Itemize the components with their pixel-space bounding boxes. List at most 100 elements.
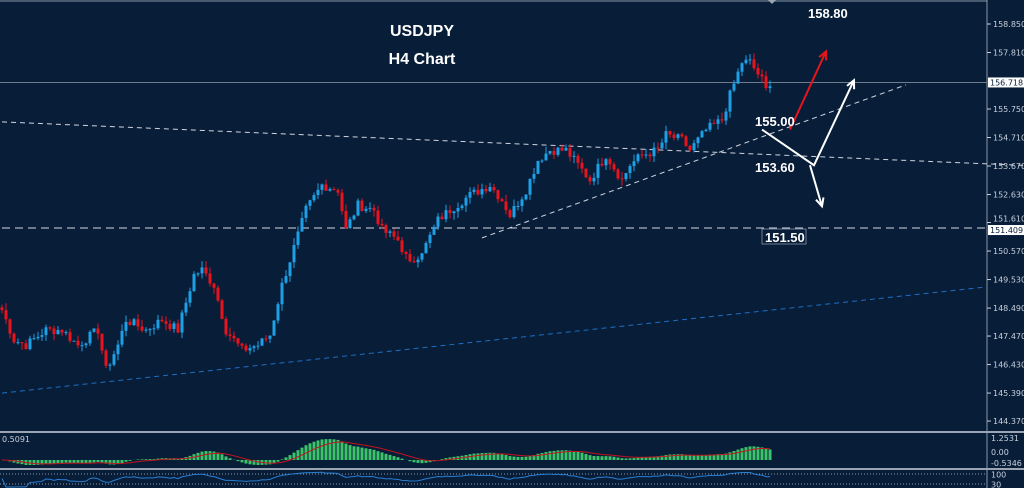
bear-candle bbox=[376, 210, 380, 224]
bull-candle bbox=[744, 59, 748, 64]
shift-marker-icon[interactable] bbox=[768, 0, 776, 4]
arrowhead-icon bbox=[846, 78, 856, 90]
bull-candle bbox=[520, 199, 524, 206]
bear-candle bbox=[760, 74, 764, 77]
bull-candle bbox=[472, 189, 476, 192]
bull-candle bbox=[768, 86, 772, 88]
bear-candle bbox=[656, 147, 660, 149]
bear-candle bbox=[680, 134, 684, 137]
bear-candle bbox=[576, 155, 580, 163]
bull-candle bbox=[556, 147, 560, 155]
bear-candle bbox=[20, 342, 24, 344]
bull-candle bbox=[148, 329, 152, 331]
bear-candle bbox=[216, 287, 220, 301]
bull-candle bbox=[172, 323, 176, 329]
bear-candle bbox=[612, 164, 616, 170]
level-label-155-00: 155.00 bbox=[755, 114, 795, 129]
bear-candle bbox=[4, 310, 8, 320]
bull-candle bbox=[436, 216, 440, 227]
bear-candle bbox=[52, 328, 56, 335]
bull-candle bbox=[356, 200, 360, 216]
y-tick-label: 150.570 bbox=[993, 247, 1024, 256]
bull-candle bbox=[272, 320, 276, 336]
bear-candle bbox=[264, 338, 268, 340]
bear-candle bbox=[560, 147, 564, 151]
bear-candle bbox=[212, 283, 216, 288]
bear-candle bbox=[176, 323, 180, 333]
bull-candle bbox=[544, 153, 548, 161]
y-tick-label: 151.610 bbox=[993, 215, 1024, 224]
bull-candle bbox=[364, 208, 368, 211]
bear-candle bbox=[12, 333, 16, 343]
bear-candle bbox=[440, 216, 444, 220]
bear-candle bbox=[104, 350, 108, 366]
bear-candle bbox=[128, 321, 132, 326]
macd-axis-label: -0.5346 bbox=[991, 459, 1022, 468]
bear-candle bbox=[96, 328, 100, 334]
bull-candle bbox=[444, 210, 448, 220]
bull-candle bbox=[488, 187, 492, 192]
bull-candle bbox=[432, 226, 436, 235]
bull-candle bbox=[252, 346, 256, 349]
bull-candle bbox=[536, 160, 540, 174]
bull-candle bbox=[304, 205, 308, 218]
bear-candle bbox=[600, 163, 604, 166]
bull-candle bbox=[480, 189, 484, 195]
scenario-arrow-1 bbox=[761, 79, 855, 167]
bull-candle bbox=[464, 197, 468, 206]
bear-candle bbox=[0, 307, 4, 311]
bear-candle bbox=[684, 136, 688, 146]
bull-candle bbox=[124, 321, 128, 331]
bear-candle bbox=[720, 119, 724, 121]
bull-candle bbox=[276, 304, 280, 321]
bull-candle bbox=[192, 273, 196, 292]
bear-candle bbox=[756, 68, 760, 75]
bull-candle bbox=[256, 345, 260, 347]
bull-candle bbox=[660, 142, 664, 149]
y-tick-label: 147.470 bbox=[993, 332, 1024, 341]
bear-candle bbox=[344, 210, 348, 229]
macd-axis-label: 0.00 bbox=[991, 448, 1009, 457]
bear-candle bbox=[392, 231, 396, 237]
bull-candle bbox=[16, 342, 20, 344]
bear-candle bbox=[404, 251, 408, 254]
bear-candle bbox=[380, 223, 384, 226]
bull-candle bbox=[296, 231, 300, 245]
bull-candle bbox=[704, 129, 708, 132]
bear-candle bbox=[752, 59, 756, 69]
bear-candle bbox=[584, 168, 588, 178]
bear-candle bbox=[240, 343, 244, 346]
bear-candle bbox=[712, 122, 716, 124]
scenario-arrow-0 bbox=[789, 51, 827, 130]
bull-candle bbox=[348, 219, 352, 229]
y-tick-label: 145.390 bbox=[993, 389, 1024, 398]
bear-candle bbox=[136, 319, 140, 327]
bull-candle bbox=[188, 291, 192, 303]
bull-candle bbox=[144, 329, 148, 331]
oscillator-axis-label: 30 bbox=[991, 481, 1001, 488]
bull-candle bbox=[540, 160, 544, 162]
bull-candle bbox=[108, 364, 112, 366]
bear-candle bbox=[672, 134, 676, 138]
bear-candle bbox=[244, 345, 248, 351]
bear-candle bbox=[204, 267, 208, 274]
bull-candle bbox=[572, 155, 576, 157]
bear-candle bbox=[492, 187, 496, 191]
oscillator-axis-label: 100 bbox=[991, 471, 1006, 480]
bear-candle bbox=[508, 210, 512, 218]
bear-candle bbox=[8, 319, 12, 334]
y-tick-label: 149.530 bbox=[993, 276, 1024, 285]
arrowhead-icon bbox=[818, 49, 828, 61]
y-tick-label: 146.430 bbox=[993, 361, 1024, 370]
bull-candle bbox=[388, 231, 392, 233]
bull-candle bbox=[152, 328, 156, 330]
bull-candle bbox=[328, 189, 332, 191]
bull-candle bbox=[420, 253, 424, 260]
level-label-box bbox=[761, 228, 807, 245]
bear-candle bbox=[236, 338, 240, 344]
bull-candle bbox=[44, 327, 48, 336]
y-tick-label: 153.670 bbox=[993, 162, 1024, 171]
bear-candle bbox=[688, 145, 692, 151]
bear-candle bbox=[396, 236, 400, 241]
